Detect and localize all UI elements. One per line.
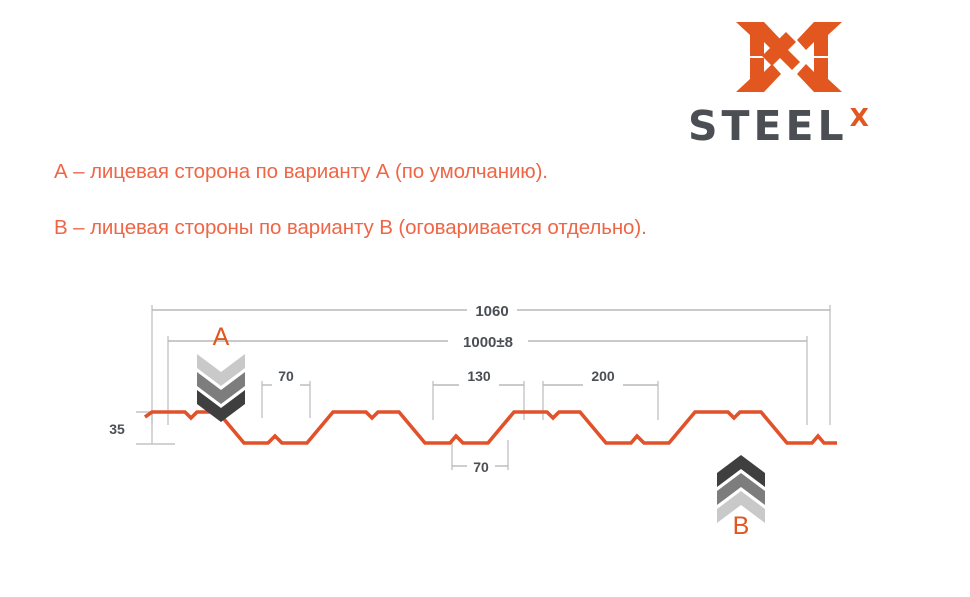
steelx-wordmark: STEEL X xyxy=(688,102,950,150)
extension-lines xyxy=(136,305,831,470)
marker-a-letter: А xyxy=(212,323,230,351)
dimension-crest-width: 70 xyxy=(278,368,294,384)
chevron-down-icon xyxy=(197,390,245,422)
dimension-rib-pitch: 200 xyxy=(591,368,615,384)
note-variant-b: В – лицевая стороны по варианту В (огова… xyxy=(54,216,647,239)
dimension-working-width: 1000±8 xyxy=(463,334,513,351)
dimension-labels: 1060 1000±8 70 130 200 70 35 xyxy=(109,303,615,475)
marker-b-chevrons xyxy=(713,455,769,525)
steelx-x-mark-icon xyxy=(734,18,844,96)
steelx-logo: STEEL X xyxy=(688,18,950,150)
dimension-lines xyxy=(152,309,830,467)
dimension-overall-width: 1060 xyxy=(475,303,508,320)
wordmark-superscript-x: X xyxy=(849,103,869,132)
corrugated-profile-line xyxy=(143,410,837,445)
chevron-down-icon xyxy=(197,354,245,386)
wordmark-steel: STEEL xyxy=(688,102,848,150)
dimension-valley-width: 70 xyxy=(473,459,489,475)
chevron-up-icon xyxy=(717,473,765,505)
dimension-profile-height: 35 xyxy=(109,421,125,437)
chevron-up-icon xyxy=(717,455,765,487)
chevron-up-icon xyxy=(717,491,765,523)
note-variant-a: А – лицевая сторона по варианту А (по ум… xyxy=(54,160,548,183)
marker-b-letter: В xyxy=(732,512,750,540)
marker-a-chevrons xyxy=(193,352,249,422)
chevron-down-icon xyxy=(197,372,245,404)
dimension-rib-pitch-partial: 130 xyxy=(467,368,491,384)
